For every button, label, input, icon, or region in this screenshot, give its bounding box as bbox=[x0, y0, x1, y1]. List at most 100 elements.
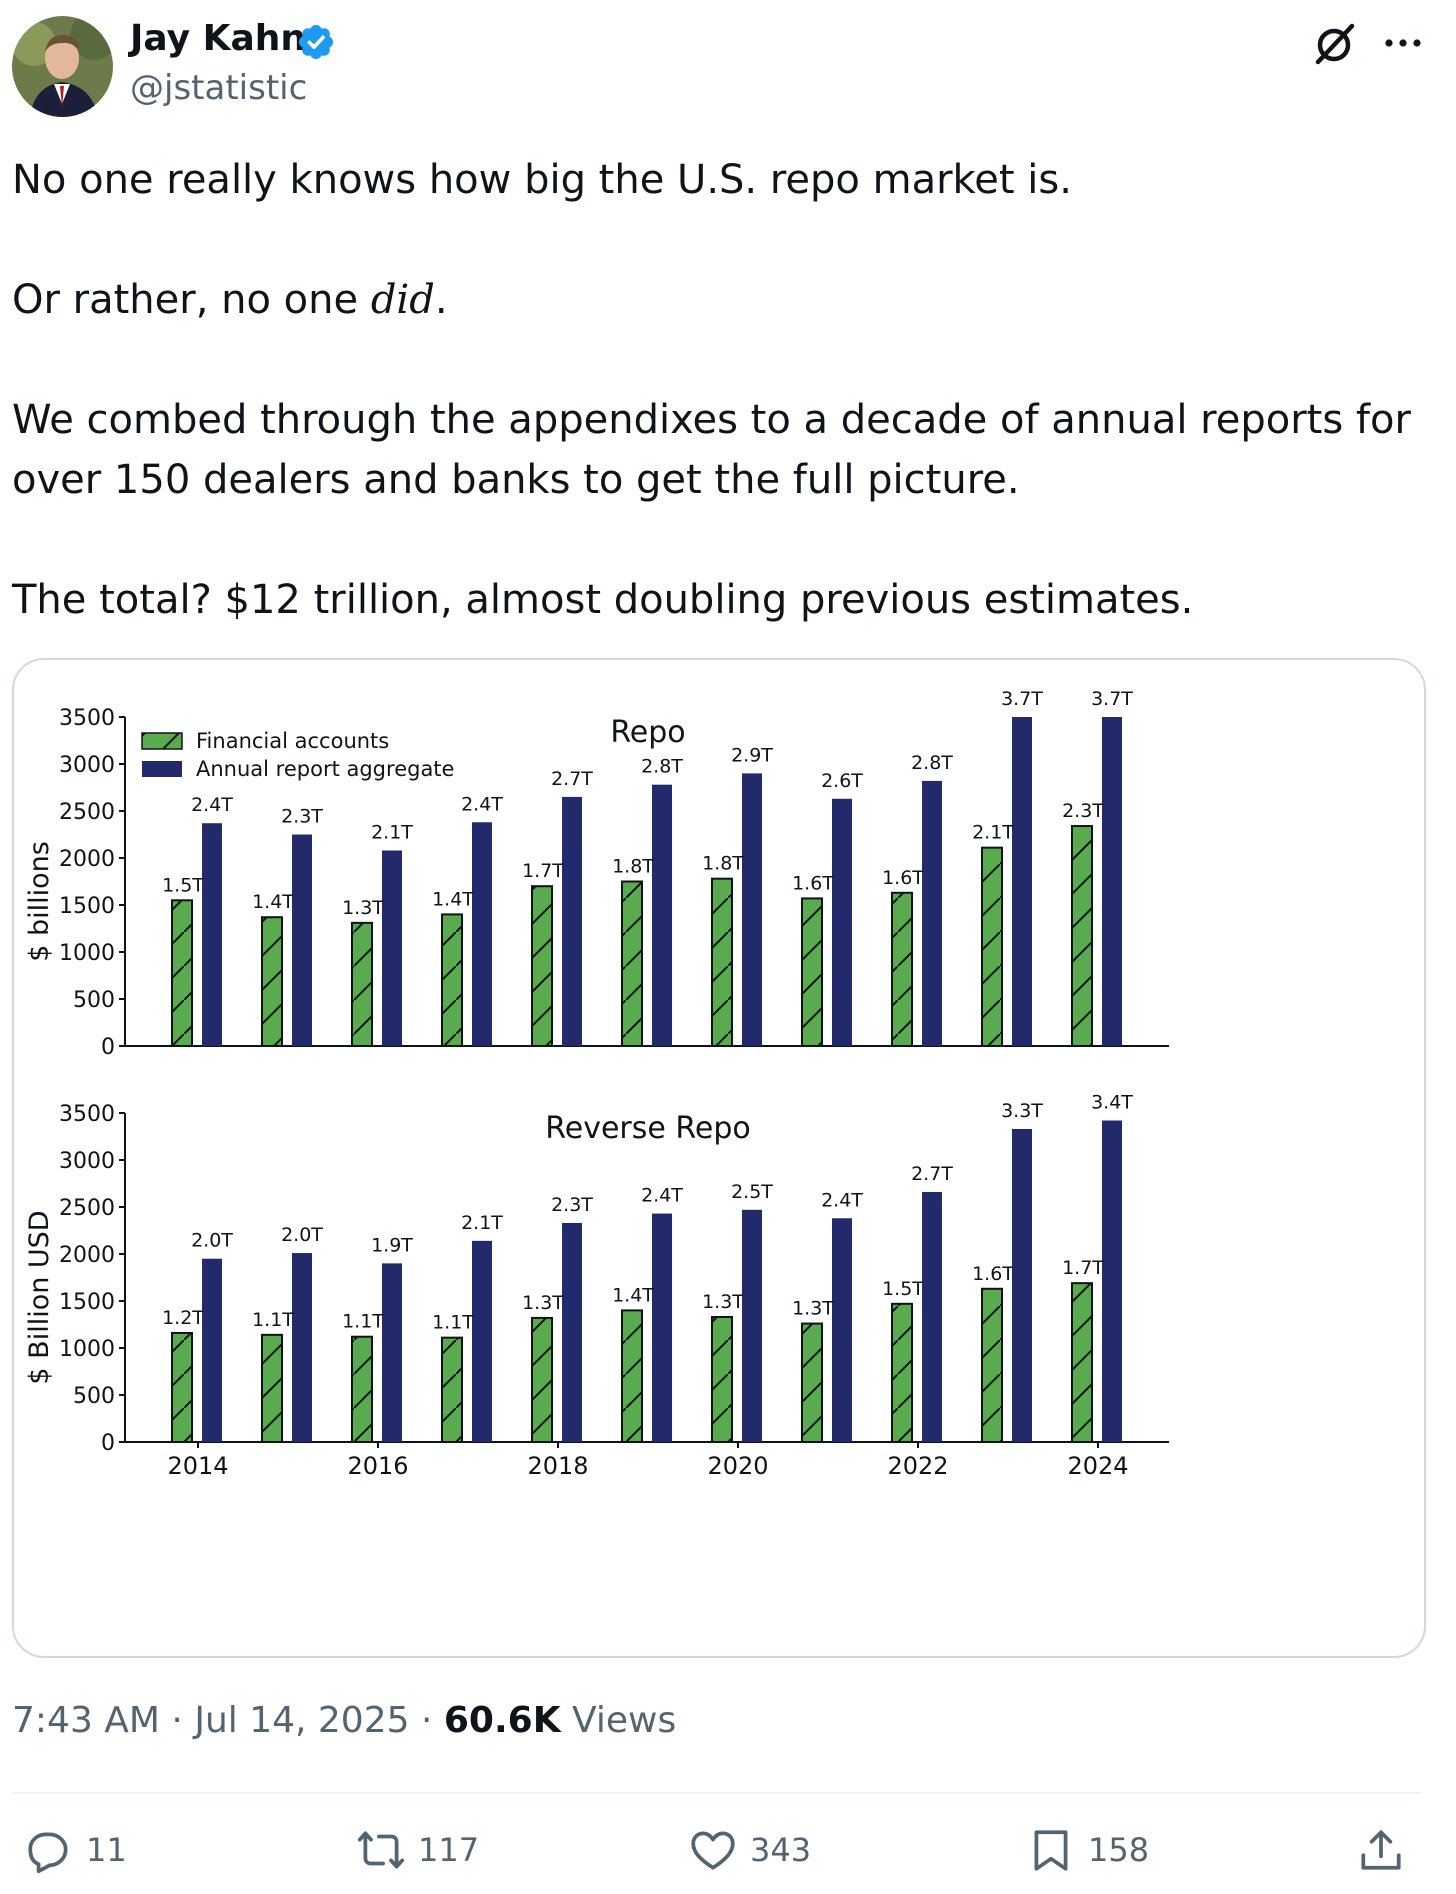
bar-financial-accounts bbox=[801, 897, 823, 1047]
y-tick-label: 500 bbox=[73, 1384, 115, 1409]
verified-badge-icon bbox=[298, 24, 334, 60]
more-icon[interactable] bbox=[1380, 20, 1426, 66]
bar-value-label: 1.5T bbox=[162, 874, 204, 896]
bar-value-label: 1.3T bbox=[702, 1291, 744, 1313]
bar-financial-accounts bbox=[261, 916, 283, 1047]
bar-value-label: 1.5T bbox=[882, 1278, 924, 1300]
y-axis-label: $ Billion USD bbox=[24, 1210, 55, 1384]
repost-icon bbox=[357, 1831, 405, 1869]
author-name[interactable]: Jay Kahn bbox=[130, 18, 307, 59]
tweet-date[interactable]: Jul 14, 2025 bbox=[194, 1700, 410, 1741]
bar-value-label: 1.4T bbox=[612, 1284, 654, 1306]
y-tick-label: 500 bbox=[73, 988, 115, 1013]
bar-annual-report-aggregate bbox=[472, 1240, 492, 1442]
bar-value-label: 2.6T bbox=[821, 770, 863, 792]
share-button[interactable] bbox=[1356, 1822, 1418, 1878]
bar-annual-report-aggregate bbox=[832, 798, 852, 1046]
y-tick-label: 1500 bbox=[59, 1290, 115, 1315]
tweet-time[interactable]: 7:43 AM bbox=[12, 1700, 160, 1741]
tweet-meta: 7:43 AM · Jul 14, 2025 · 60.6K Views bbox=[12, 1700, 676, 1741]
bar-annual-report-aggregate bbox=[1012, 717, 1032, 1046]
views-count: 60.6K bbox=[443, 1700, 561, 1741]
bar-value-label: 2.4T bbox=[191, 794, 233, 816]
bar-annual-report-aggregate bbox=[742, 773, 762, 1046]
reply-count: 11 bbox=[86, 1831, 127, 1869]
bar-value-label: 2.4T bbox=[461, 793, 503, 815]
bar-annual-report-aggregate bbox=[922, 1191, 942, 1442]
bar-value-label: 2.1T bbox=[972, 822, 1014, 844]
bar-value-label: 1.2T bbox=[162, 1307, 204, 1329]
bar-financial-accounts bbox=[981, 1287, 1003, 1444]
x-tick-label: 2022 bbox=[887, 1452, 948, 1480]
bar-annual-report-aggregate bbox=[562, 796, 582, 1046]
y-tick-label: 3000 bbox=[59, 753, 115, 778]
like-count: 343 bbox=[750, 1831, 812, 1869]
y-tick-label: 2500 bbox=[59, 1196, 115, 1221]
bar-value-label: 1.6T bbox=[882, 867, 924, 889]
repost-button[interactable]: 117 bbox=[356, 1822, 479, 1878]
bar-financial-accounts bbox=[531, 1316, 553, 1443]
bar-annual-report-aggregate bbox=[292, 1253, 312, 1442]
bar-value-label: 3.4T bbox=[1091, 1092, 1133, 1114]
bar-value-label: 2.5T bbox=[731, 1181, 773, 1203]
bar-annual-report-aggregate bbox=[742, 1209, 762, 1442]
bar-annual-report-aggregate bbox=[562, 1222, 582, 1442]
tweet-media-card[interactable]: 0 500 1000 1500 2000 2500 3000 3500 $ billions Re… bbox=[12, 658, 1426, 1658]
like-icon bbox=[691, 1831, 735, 1870]
bar-financial-accounts bbox=[171, 899, 193, 1047]
tweet-paragraph: We combed through the appendixes to a de… bbox=[12, 397, 1411, 503]
bookmark-count: 158 bbox=[1088, 1831, 1150, 1869]
grok-icon[interactable] bbox=[1308, 18, 1360, 70]
bar-value-label: 1.1T bbox=[432, 1312, 474, 1334]
x-tick-label: 2016 bbox=[347, 1452, 408, 1480]
bookmark-button[interactable]: 158 bbox=[1026, 1822, 1149, 1878]
bar-annual-report-aggregate bbox=[922, 780, 942, 1046]
bar-value-label: 2.3T bbox=[281, 806, 323, 828]
chart-title: Reverse Repo bbox=[545, 1111, 750, 1146]
bar-value-label: 1.3T bbox=[792, 1298, 834, 1320]
bar-value-label: 2.1T bbox=[461, 1212, 503, 1234]
tweet-text: No one really knows how big the U.S. rep… bbox=[12, 150, 1432, 630]
bar-annual-report-aggregate bbox=[1012, 1128, 1032, 1442]
avatar-image bbox=[12, 16, 113, 117]
bar-value-label: 1.1T bbox=[342, 1311, 384, 1333]
tweet-text-span: . bbox=[434, 277, 448, 323]
bar-value-label: 2.3T bbox=[1062, 800, 1104, 822]
repo-charts: 0 500 1000 1500 2000 2500 3000 3500 $ billions Re… bbox=[24, 688, 1169, 1480]
tweet-emphasis: did bbox=[370, 277, 435, 323]
share-icon bbox=[1361, 1830, 1401, 1870]
views-label: Views bbox=[560, 1700, 677, 1741]
divider bbox=[12, 1792, 1422, 1794]
meta-separator: · bbox=[409, 1700, 444, 1741]
x-tick-label: 2020 bbox=[707, 1452, 768, 1480]
y-tick-label: 0 bbox=[101, 1431, 115, 1456]
bar-value-label: 3.3T bbox=[1001, 1100, 1043, 1122]
bar-value-label: 2.4T bbox=[641, 1185, 683, 1207]
legend-label: Financial accounts bbox=[196, 729, 389, 753]
x-tick-label: 2014 bbox=[167, 1452, 228, 1480]
avatar[interactable] bbox=[12, 16, 113, 117]
bar-financial-accounts bbox=[981, 846, 1003, 1047]
bar-value-label: 2.3T bbox=[551, 1194, 593, 1216]
bar-annual-report-aggregate bbox=[472, 822, 492, 1046]
bar-annual-report-aggregate bbox=[202, 1258, 222, 1442]
bar-value-label: 2.8T bbox=[911, 752, 953, 774]
tweet-paragraph: Or rather, no one did. bbox=[12, 270, 1432, 330]
bar-value-label: 1.3T bbox=[522, 1292, 564, 1314]
bar-value-label: 1.3T bbox=[342, 897, 384, 919]
bar-value-label: 1.8T bbox=[612, 856, 654, 878]
bar-value-label: 1.9T bbox=[371, 1234, 413, 1256]
like-button[interactable]: 343 bbox=[688, 1822, 811, 1878]
bar-annual-report-aggregate bbox=[1102, 1120, 1122, 1442]
author-handle[interactable]: @jstatistic bbox=[130, 68, 308, 108]
y-tick-label: 2000 bbox=[59, 1243, 115, 1268]
legend-label: Annual report aggregate bbox=[196, 757, 454, 781]
reply-button[interactable]: 11 bbox=[24, 1822, 127, 1878]
bar-value-label: 2.0T bbox=[191, 1230, 233, 1252]
meta-separator: · bbox=[159, 1700, 195, 1741]
bar-value-label: 1.7T bbox=[522, 860, 564, 882]
bar-financial-accounts bbox=[891, 1302, 913, 1443]
bar-financial-accounts bbox=[351, 1335, 373, 1443]
bar-value-label: 2.0T bbox=[281, 1224, 323, 1246]
y-tick-label: 2500 bbox=[59, 800, 115, 825]
